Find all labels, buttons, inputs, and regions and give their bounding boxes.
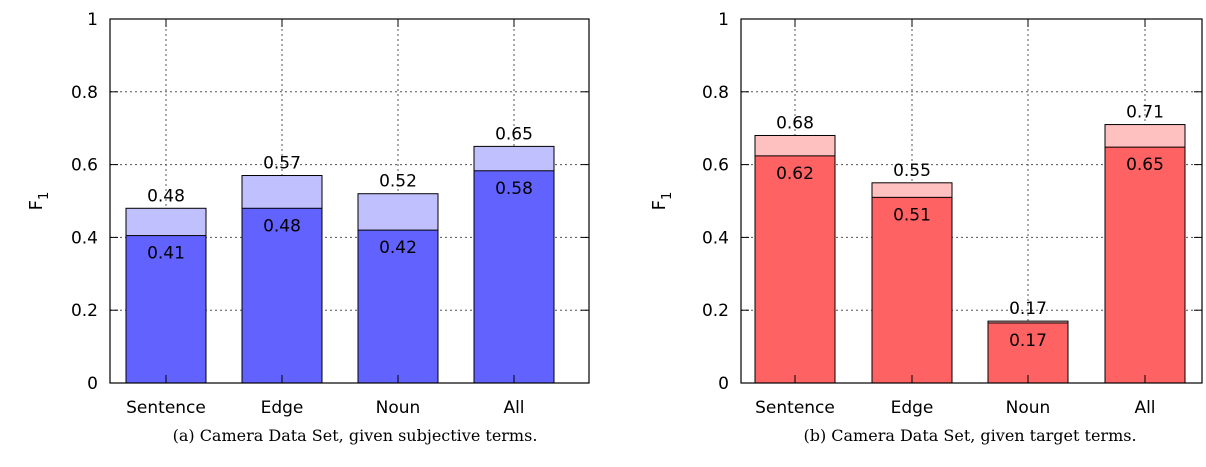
bar-edge-inner <box>241 207 323 384</box>
y-axis-label: F1 <box>649 192 675 211</box>
data-label-inner: 0.42 <box>379 238 417 258</box>
data-label-inner: 0.51 <box>893 205 931 225</box>
x-tick-label: Edge <box>261 398 304 418</box>
data-label-inner: 0.41 <box>147 244 185 264</box>
y-axis-label: F1 <box>26 192 52 211</box>
data-label-inner: 0.58 <box>495 179 533 199</box>
data-label-overall: 0.57 <box>263 154 301 174</box>
data-label-overall: 0.71 <box>1126 103 1164 123</box>
y-tick-label: 0.2 <box>71 301 98 321</box>
data-label-overall: 0.55 <box>893 161 931 181</box>
bar-all-inner <box>473 170 555 384</box>
data-label-overall: 0.17 <box>1009 299 1047 319</box>
y-tick-label: 0.8 <box>702 83 729 103</box>
plot-frame <box>109 18 590 384</box>
bar-edge-inner <box>871 196 953 384</box>
x-tick-label: Noun <box>1006 398 1051 418</box>
data-label-overall: 0.48 <box>147 186 185 206</box>
data-label-overall: 0.65 <box>495 124 533 144</box>
chart-b: 0 0.2 0.4 0.6 0.8 1 0.68 0.62 Sentence 0.55 0.51 Ed… <box>649 10 1203 445</box>
y-tick-label: 0 <box>87 374 98 394</box>
x-tick-label: Noun <box>376 398 421 418</box>
data-label-inner: 0.17 <box>1009 331 1047 351</box>
y-tick-label: 1 <box>87 10 98 30</box>
bar-sentence-inner <box>125 235 207 384</box>
y-tick-label: 0 <box>718 374 729 394</box>
caption: (a) Camera Data Set, given subjective te… <box>173 426 538 445</box>
chart-a: 0 0.2 0.4 0.6 0.8 1 0.48 0.41 Sentence 0.57 0.48 Ed… <box>26 10 590 445</box>
y-tick-label: 0.6 <box>71 156 98 176</box>
bar-all-inner <box>1104 146 1186 384</box>
x-tick-label: Sentence <box>126 398 206 418</box>
plot-frame <box>740 18 1203 384</box>
data-label-inner: 0.65 <box>1126 155 1164 175</box>
bar-noun-inner <box>357 229 439 384</box>
x-tick-label: All <box>503 398 524 418</box>
bar-sentence-inner <box>754 155 836 384</box>
data-label-inner: 0.48 <box>263 216 301 236</box>
x-tick-label: Sentence <box>755 398 835 418</box>
x-tick-label: Edge <box>891 398 934 418</box>
caption: (b) Camera Data Set, given target terms. <box>803 426 1136 445</box>
bar-noun-inner <box>987 322 1069 384</box>
data-label-overall: 0.68 <box>776 113 814 133</box>
x-tick-label: All <box>1134 398 1155 418</box>
data-label-inner: 0.62 <box>776 164 814 184</box>
y-tick-label: 0.4 <box>71 228 98 248</box>
y-tick-label: 0.4 <box>702 228 729 248</box>
y-tick-label: 0.8 <box>71 83 98 103</box>
y-tick-label: 1 <box>718 10 729 30</box>
data-label-overall: 0.52 <box>379 172 417 192</box>
y-tick-label: 0.6 <box>702 156 729 176</box>
y-tick-label: 0.2 <box>702 301 729 321</box>
